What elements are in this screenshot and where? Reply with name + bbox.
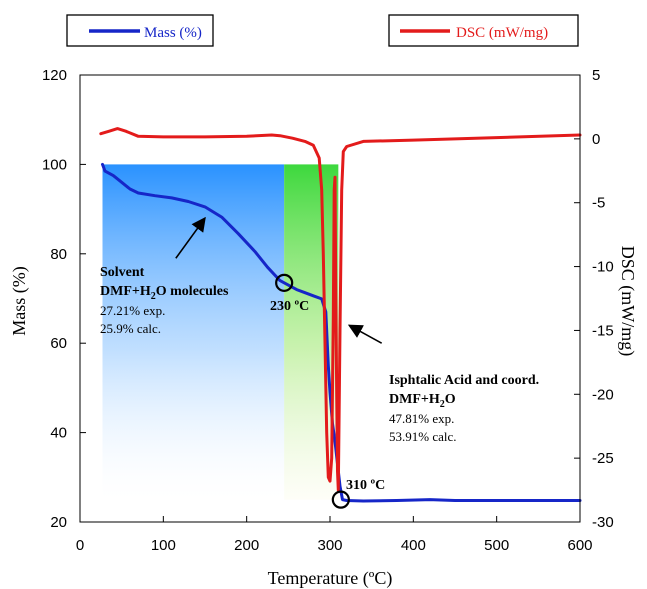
y-right-tick-label: -25 bbox=[592, 450, 614, 467]
annotation-isphtalic-exp: 47.81% exp. bbox=[389, 411, 454, 426]
series-layer bbox=[99, 127, 582, 503]
annotation-isphtalic: Isphtalic Acid and coord. DMF+H2O 47.81%… bbox=[389, 373, 539, 444]
y-right-tick-label: 0 bbox=[592, 131, 600, 148]
marker-230-label: 230 ºC bbox=[270, 299, 309, 314]
marker-circle-2 bbox=[331, 490, 350, 509]
x-tick-label: 400 bbox=[401, 537, 426, 554]
series-dsc-line bbox=[99, 127, 582, 492]
x-tick-label: 300 bbox=[317, 537, 342, 554]
annotation-arrow-1 bbox=[175, 216, 206, 259]
y-left-tick-label: 100 bbox=[42, 156, 67, 173]
annotation-solvent-title: Solvent bbox=[100, 265, 145, 280]
y-right-tick-label: -5 bbox=[592, 195, 605, 212]
y-left-tick-label: 40 bbox=[50, 425, 67, 442]
x-tick-label: 100 bbox=[151, 537, 176, 554]
marker-layer bbox=[175, 216, 383, 509]
x-tick-label: 500 bbox=[484, 537, 509, 554]
y-right-axis-title: DSC (mW/mg) bbox=[617, 246, 638, 357]
annotation-solvent-formula: DMF+H2O molecules bbox=[100, 284, 229, 302]
y-left-axis-title: Mass (%) bbox=[9, 266, 30, 336]
y-left-tick-label: 60 bbox=[50, 335, 67, 352]
legend-mass: Mass (%) bbox=[66, 14, 214, 47]
axes-layer: 0 100 200 300 400 500 600 20 40 60 80 100 120 5 0 -5 -10… bbox=[42, 67, 614, 554]
y-right-tick-label: -10 bbox=[592, 259, 614, 276]
x-tick-label: 200 bbox=[234, 537, 259, 554]
annotation-isphtalic-formula: DMF+H2O bbox=[389, 392, 456, 410]
annotation-solvent-exp: 27.21% exp. bbox=[100, 303, 165, 318]
x-tick-label: 600 bbox=[567, 537, 592, 554]
annotation-arrow-2 bbox=[347, 324, 383, 344]
y-left-tick-label: 80 bbox=[50, 246, 67, 263]
annotation-isphtalic-title: Isphtalic Acid and coord. bbox=[389, 373, 539, 388]
legend-mass-box bbox=[66, 14, 214, 47]
shaded-region-decomposition bbox=[284, 164, 339, 500]
y-right-tick-label: -15 bbox=[592, 322, 614, 339]
marker-310-label: 310 ºC bbox=[346, 478, 385, 493]
y-right-tick-label: -20 bbox=[592, 386, 614, 403]
legend-dsc-box bbox=[388, 14, 579, 47]
y-left-tick-label: 20 bbox=[50, 514, 67, 531]
x-tick-label: 0 bbox=[76, 537, 84, 554]
x-axis-title: Temperature (ºC) bbox=[268, 568, 393, 589]
y-right-tick-label: -30 bbox=[592, 514, 614, 531]
legend-mass-label: Mass (%) bbox=[144, 25, 202, 41]
annotation-solvent: Solvent DMF+H2O molecules 27.21% exp. 25… bbox=[100, 265, 229, 336]
y-left-tick-label: 120 bbox=[42, 67, 67, 84]
annotation-solvent-calc: 25.9% calc. bbox=[100, 321, 161, 336]
series-mass-line bbox=[101, 162, 582, 503]
marker-circle-1 bbox=[275, 273, 294, 292]
legend-dsc-label: DSC (mW/mg) bbox=[456, 25, 548, 41]
y-right-tick-label: 5 bbox=[592, 67, 600, 84]
legend-dsc: DSC (mW/mg) bbox=[388, 14, 579, 47]
annotation-isphtalic-calc: 53.91% calc. bbox=[389, 429, 457, 444]
